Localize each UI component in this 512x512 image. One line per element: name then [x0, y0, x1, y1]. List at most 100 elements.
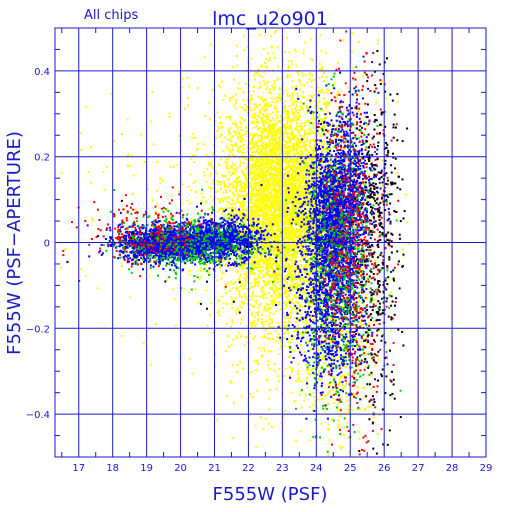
- data-point: [305, 228, 308, 231]
- data-point: [301, 181, 303, 184]
- data-point: [244, 126, 247, 129]
- data-point: [298, 224, 301, 227]
- data-point: [284, 181, 287, 183]
- data-point: [292, 174, 295, 177]
- data-point: [251, 151, 254, 154]
- data-point: [265, 204, 268, 207]
- data-point: [295, 178, 298, 181]
- data-point: [252, 305, 255, 308]
- data-point: [287, 346, 290, 349]
- data-point: [226, 168, 229, 170]
- data-point: [262, 276, 265, 279]
- data-point: [231, 162, 234, 165]
- data-point: [291, 85, 294, 88]
- data-point: [291, 93, 294, 96]
- data-point: [198, 278, 201, 281]
- data-point: [238, 157, 241, 159]
- data-point: [212, 182, 215, 185]
- data-point: [293, 164, 296, 167]
- data-point: [254, 239, 257, 242]
- data-point: [285, 295, 288, 298]
- data-point: [302, 267, 305, 270]
- data-point: [230, 96, 233, 99]
- data-point: [224, 225, 227, 228]
- data-point: [291, 80, 294, 83]
- data-point: [252, 212, 255, 215]
- data-point: [263, 128, 266, 131]
- data-point: [290, 227, 293, 230]
- data-point: [250, 201, 253, 204]
- data-point: [260, 164, 263, 167]
- data-point: [286, 151, 289, 154]
- data-point: [265, 216, 268, 219]
- data-point: [293, 127, 296, 130]
- data-point: [261, 107, 264, 110]
- data-point: [268, 257, 271, 259]
- data-point: [240, 283, 243, 286]
- data-point: [288, 170, 291, 173]
- data-point: [273, 174, 276, 176]
- data-point: [289, 181, 292, 184]
- data-point: [263, 194, 266, 197]
- data-point: [221, 271, 224, 274]
- data-point: [282, 257, 285, 260]
- data-point: [275, 287, 278, 289]
- data-point: [265, 328, 268, 330]
- data-point: [283, 236, 286, 239]
- data-point: [246, 277, 249, 280]
- data-point: [257, 153, 260, 156]
- data-point: [279, 138, 282, 141]
- data-point: [248, 91, 251, 93]
- data-point: [294, 232, 297, 235]
- data-point: [231, 206, 234, 209]
- data-point: [286, 116, 289, 119]
- data-point: [250, 165, 253, 168]
- data-point: [266, 212, 269, 215]
- data-point: [218, 163, 221, 166]
- data-point: [272, 136, 275, 139]
- data-point: [277, 120, 280, 123]
- data-point: [251, 304, 253, 307]
- data-point: [304, 248, 307, 251]
- data-point: [295, 105, 298, 108]
- data-point: [296, 221, 299, 224]
- data-point: [274, 177, 277, 180]
- data-point: [275, 230, 278, 233]
- data-point: [243, 162, 245, 165]
- data-point: [284, 215, 287, 218]
- data-point: [284, 51, 287, 54]
- data-point: [277, 189, 280, 192]
- data-point: [282, 58, 284, 61]
- data-point: [310, 230, 313, 233]
- data-point: [277, 303, 280, 306]
- data-point: [316, 132, 319, 135]
- data-point: [317, 90, 320, 92]
- data-point: [269, 219, 272, 222]
- data-point: [259, 103, 262, 106]
- data-point: [284, 158, 286, 161]
- data-point: [289, 195, 292, 198]
- data-point: [273, 369, 276, 372]
- data-point: [303, 186, 306, 189]
- data-point: [309, 182, 312, 185]
- data-point: [248, 140, 251, 143]
- data-point: [248, 84, 251, 87]
- data-point: [302, 174, 305, 177]
- data-point: [265, 82, 268, 84]
- data-point: [252, 319, 255, 322]
- data-point: [288, 149, 291, 152]
- data-point: [216, 180, 219, 182]
- data-point: [246, 193, 248, 196]
- data-point: [261, 209, 264, 212]
- data-point: [250, 195, 253, 198]
- data-point: [285, 184, 288, 187]
- data-point: [230, 150, 233, 153]
- data-point: [255, 212, 258, 214]
- data-point: [275, 113, 278, 116]
- data-point: [254, 283, 257, 286]
- data-point: [258, 221, 261, 224]
- data-point: [249, 134, 252, 137]
- data-point: [218, 128, 221, 131]
- data-point: [270, 295, 273, 298]
- data-point: [276, 189, 279, 191]
